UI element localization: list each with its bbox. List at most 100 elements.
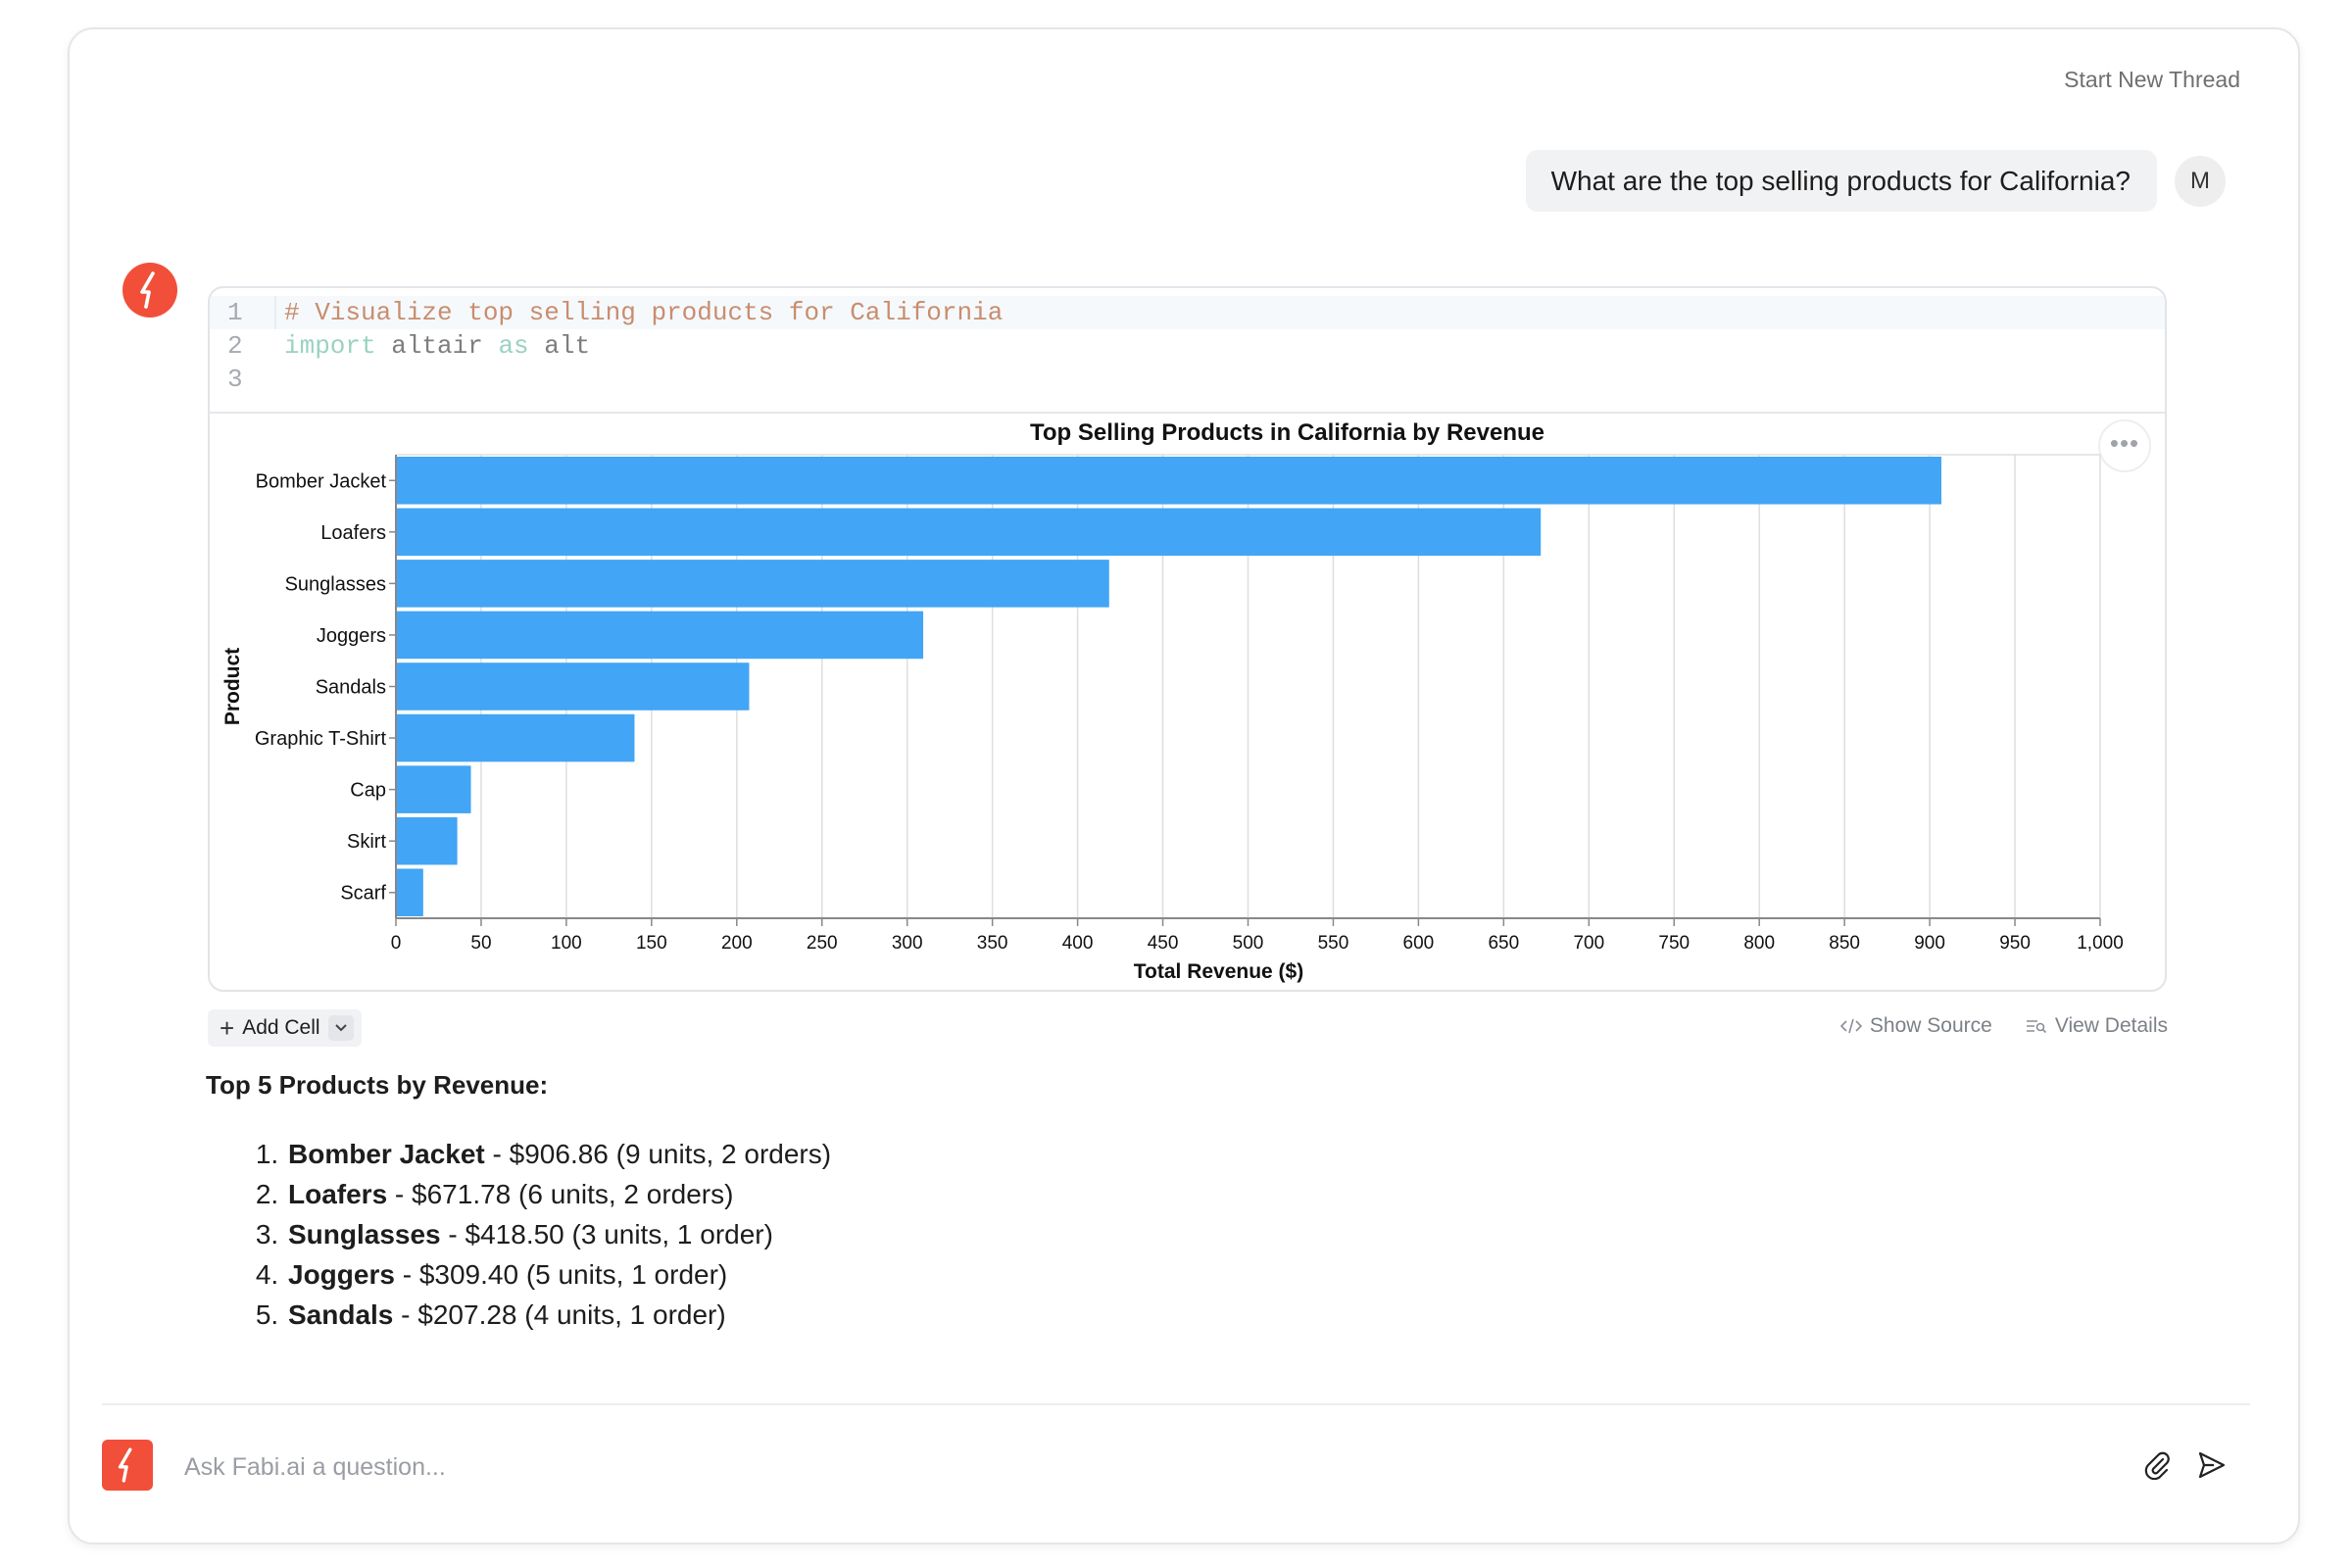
product-detail: - $207.28 (4 units, 1 order) xyxy=(393,1299,726,1330)
bar xyxy=(396,713,635,762)
product-detail: - $418.50 (3 units, 1 order) xyxy=(440,1219,773,1250)
code-text: import altair as alt xyxy=(284,329,590,363)
y-tick-label: Graphic T-Shirt xyxy=(255,728,387,750)
code-token: # Visualize top selling products for Cal… xyxy=(284,298,1004,327)
x-tick-label: 0 xyxy=(391,933,402,954)
code-line[interactable]: 1 # Visualize top selling products for Ca… xyxy=(210,296,2165,329)
code-editor[interactable]: 1 # Visualize top selling products for Ca… xyxy=(210,288,2165,414)
y-tick-label: Scarf xyxy=(340,883,386,905)
y-tick-label: Sunglasses xyxy=(285,573,386,595)
assistant-answer: Top 5 Products by Revenue: Bomber Jacket… xyxy=(206,1070,1774,1335)
x-tick-label: 900 xyxy=(1914,933,1945,954)
y-tick-label: Bomber Jacket xyxy=(256,470,387,492)
x-tick-label: 1,000 xyxy=(2077,933,2124,954)
chat-window: Start New Thread What are the top sellin… xyxy=(68,27,2300,1544)
x-tick-label: 50 xyxy=(470,933,491,954)
user-message-bubble: What are the top selling products for Ca… xyxy=(1525,150,2157,212)
x-tick-label: 500 xyxy=(1233,933,1264,954)
details-icon xyxy=(2026,1020,2046,1034)
chevron-down-icon[interactable] xyxy=(327,1015,354,1041)
x-tick-label: 450 xyxy=(1148,933,1179,954)
cell-actions: Show Source View Details xyxy=(1839,1014,2168,1038)
y-axis-title: Product xyxy=(221,648,244,725)
list-item: Loafers - $671.78 (6 units, 2 orders) xyxy=(286,1174,1774,1214)
x-tick-label: 950 xyxy=(1999,933,2031,954)
y-tick-label: Loafers xyxy=(320,522,386,544)
code-text: # Visualize top selling products for Cal… xyxy=(284,296,1003,329)
composer-divider xyxy=(102,1403,2250,1405)
list-item: Joggers - $309.40 (5 units, 1 order) xyxy=(286,1254,1774,1295)
answer-list: Bomber Jacket - $906.86 (9 units, 2 orde… xyxy=(206,1134,1774,1335)
product-name: Joggers xyxy=(288,1259,395,1290)
add-cell-button[interactable]: + Add Cell xyxy=(208,1009,362,1047)
send-icon[interactable] xyxy=(2192,1446,2231,1485)
product-name: Loafers xyxy=(288,1179,388,1209)
product-name: Sunglasses xyxy=(288,1219,441,1250)
x-tick-label: 100 xyxy=(551,933,582,954)
x-tick-label: 400 xyxy=(1062,933,1094,954)
show-source-button[interactable]: Show Source xyxy=(1839,1014,1992,1038)
code-token: import xyxy=(284,331,376,361)
fabi-logo-icon xyxy=(102,1440,153,1491)
bar xyxy=(396,560,1109,608)
code-line[interactable]: 2 import altair as alt xyxy=(210,329,2165,363)
view-details-label: View Details xyxy=(2054,1014,2168,1037)
list-item: Sunglasses - $418.50 (3 units, 1 order) xyxy=(286,1214,1774,1254)
more-options-icon[interactable]: ••• xyxy=(2098,419,2151,472)
code-chart-cell: 1 # Visualize top selling products for Ca… xyxy=(208,286,2167,992)
y-tick-label: Cap xyxy=(350,780,386,802)
gutter-divider xyxy=(274,296,276,329)
start-new-thread-button[interactable]: Start New Thread xyxy=(2064,67,2240,92)
plus-icon: + xyxy=(220,1013,235,1043)
x-tick-label: 250 xyxy=(807,933,838,954)
x-tick-label: 550 xyxy=(1318,933,1349,954)
bar xyxy=(396,816,458,865)
line-number: 1 xyxy=(227,298,243,327)
bar-chart: Top Selling Products in California by Re… xyxy=(221,419,2124,983)
x-tick-label: 300 xyxy=(892,933,923,954)
code-line[interactable]: 3 xyxy=(210,363,2165,396)
bar xyxy=(396,868,423,916)
x-axis-title: Total Revenue ($) xyxy=(1134,960,1303,983)
list-item: Bomber Jacket - $906.86 (9 units, 2 orde… xyxy=(286,1134,1774,1174)
add-cell-label: Add Cell xyxy=(242,1016,320,1039)
ask-question-input[interactable] xyxy=(182,1443,2048,1492)
view-details-button[interactable]: View Details xyxy=(2026,1014,2168,1038)
y-tick-label: Joggers xyxy=(317,625,386,647)
answer-heading: Top 5 Products by Revenue: xyxy=(206,1070,549,1100)
x-tick-label: 150 xyxy=(636,933,667,954)
list-item: Sandals - $207.28 (4 units, 1 order) xyxy=(286,1295,1774,1335)
code-token: alt xyxy=(528,331,591,361)
x-tick-label: 750 xyxy=(1658,933,1690,954)
code-token: as xyxy=(498,331,529,361)
bar xyxy=(396,611,924,660)
bar xyxy=(396,457,1942,505)
x-tick-label: 800 xyxy=(1743,933,1775,954)
product-detail: - $671.78 (6 units, 2 orders) xyxy=(387,1179,734,1209)
paperclip-icon[interactable] xyxy=(2137,1446,2177,1485)
x-tick-label: 200 xyxy=(721,933,753,954)
fabi-logo-icon xyxy=(122,263,177,318)
product-detail: - $309.40 (5 units, 1 order) xyxy=(394,1259,728,1290)
product-detail: - $906.86 (9 units, 2 orders) xyxy=(484,1139,832,1169)
user-avatar: M xyxy=(2175,156,2226,207)
show-source-label: Show Source xyxy=(1869,1014,1992,1037)
y-tick-label: Skirt xyxy=(347,831,386,853)
chart-title: Top Selling Products in California by Re… xyxy=(1030,419,1544,446)
code-token: altair xyxy=(375,331,499,361)
bar xyxy=(396,662,750,710)
y-tick-label: Sandals xyxy=(316,677,386,699)
x-tick-label: 350 xyxy=(977,933,1008,954)
code-icon xyxy=(1839,1018,1862,1034)
chart-container: Top Selling Products in California by Re… xyxy=(210,414,2165,990)
product-name: Sandals xyxy=(288,1299,394,1330)
bar xyxy=(396,508,1542,557)
x-tick-label: 600 xyxy=(1403,933,1435,954)
product-name: Bomber Jacket xyxy=(288,1139,485,1169)
x-tick-label: 650 xyxy=(1488,933,1519,954)
bar xyxy=(396,765,471,813)
line-number: 2 xyxy=(227,331,243,361)
x-tick-label: 700 xyxy=(1573,933,1604,954)
line-number: 3 xyxy=(227,365,243,394)
x-tick-label: 850 xyxy=(1829,933,1860,954)
